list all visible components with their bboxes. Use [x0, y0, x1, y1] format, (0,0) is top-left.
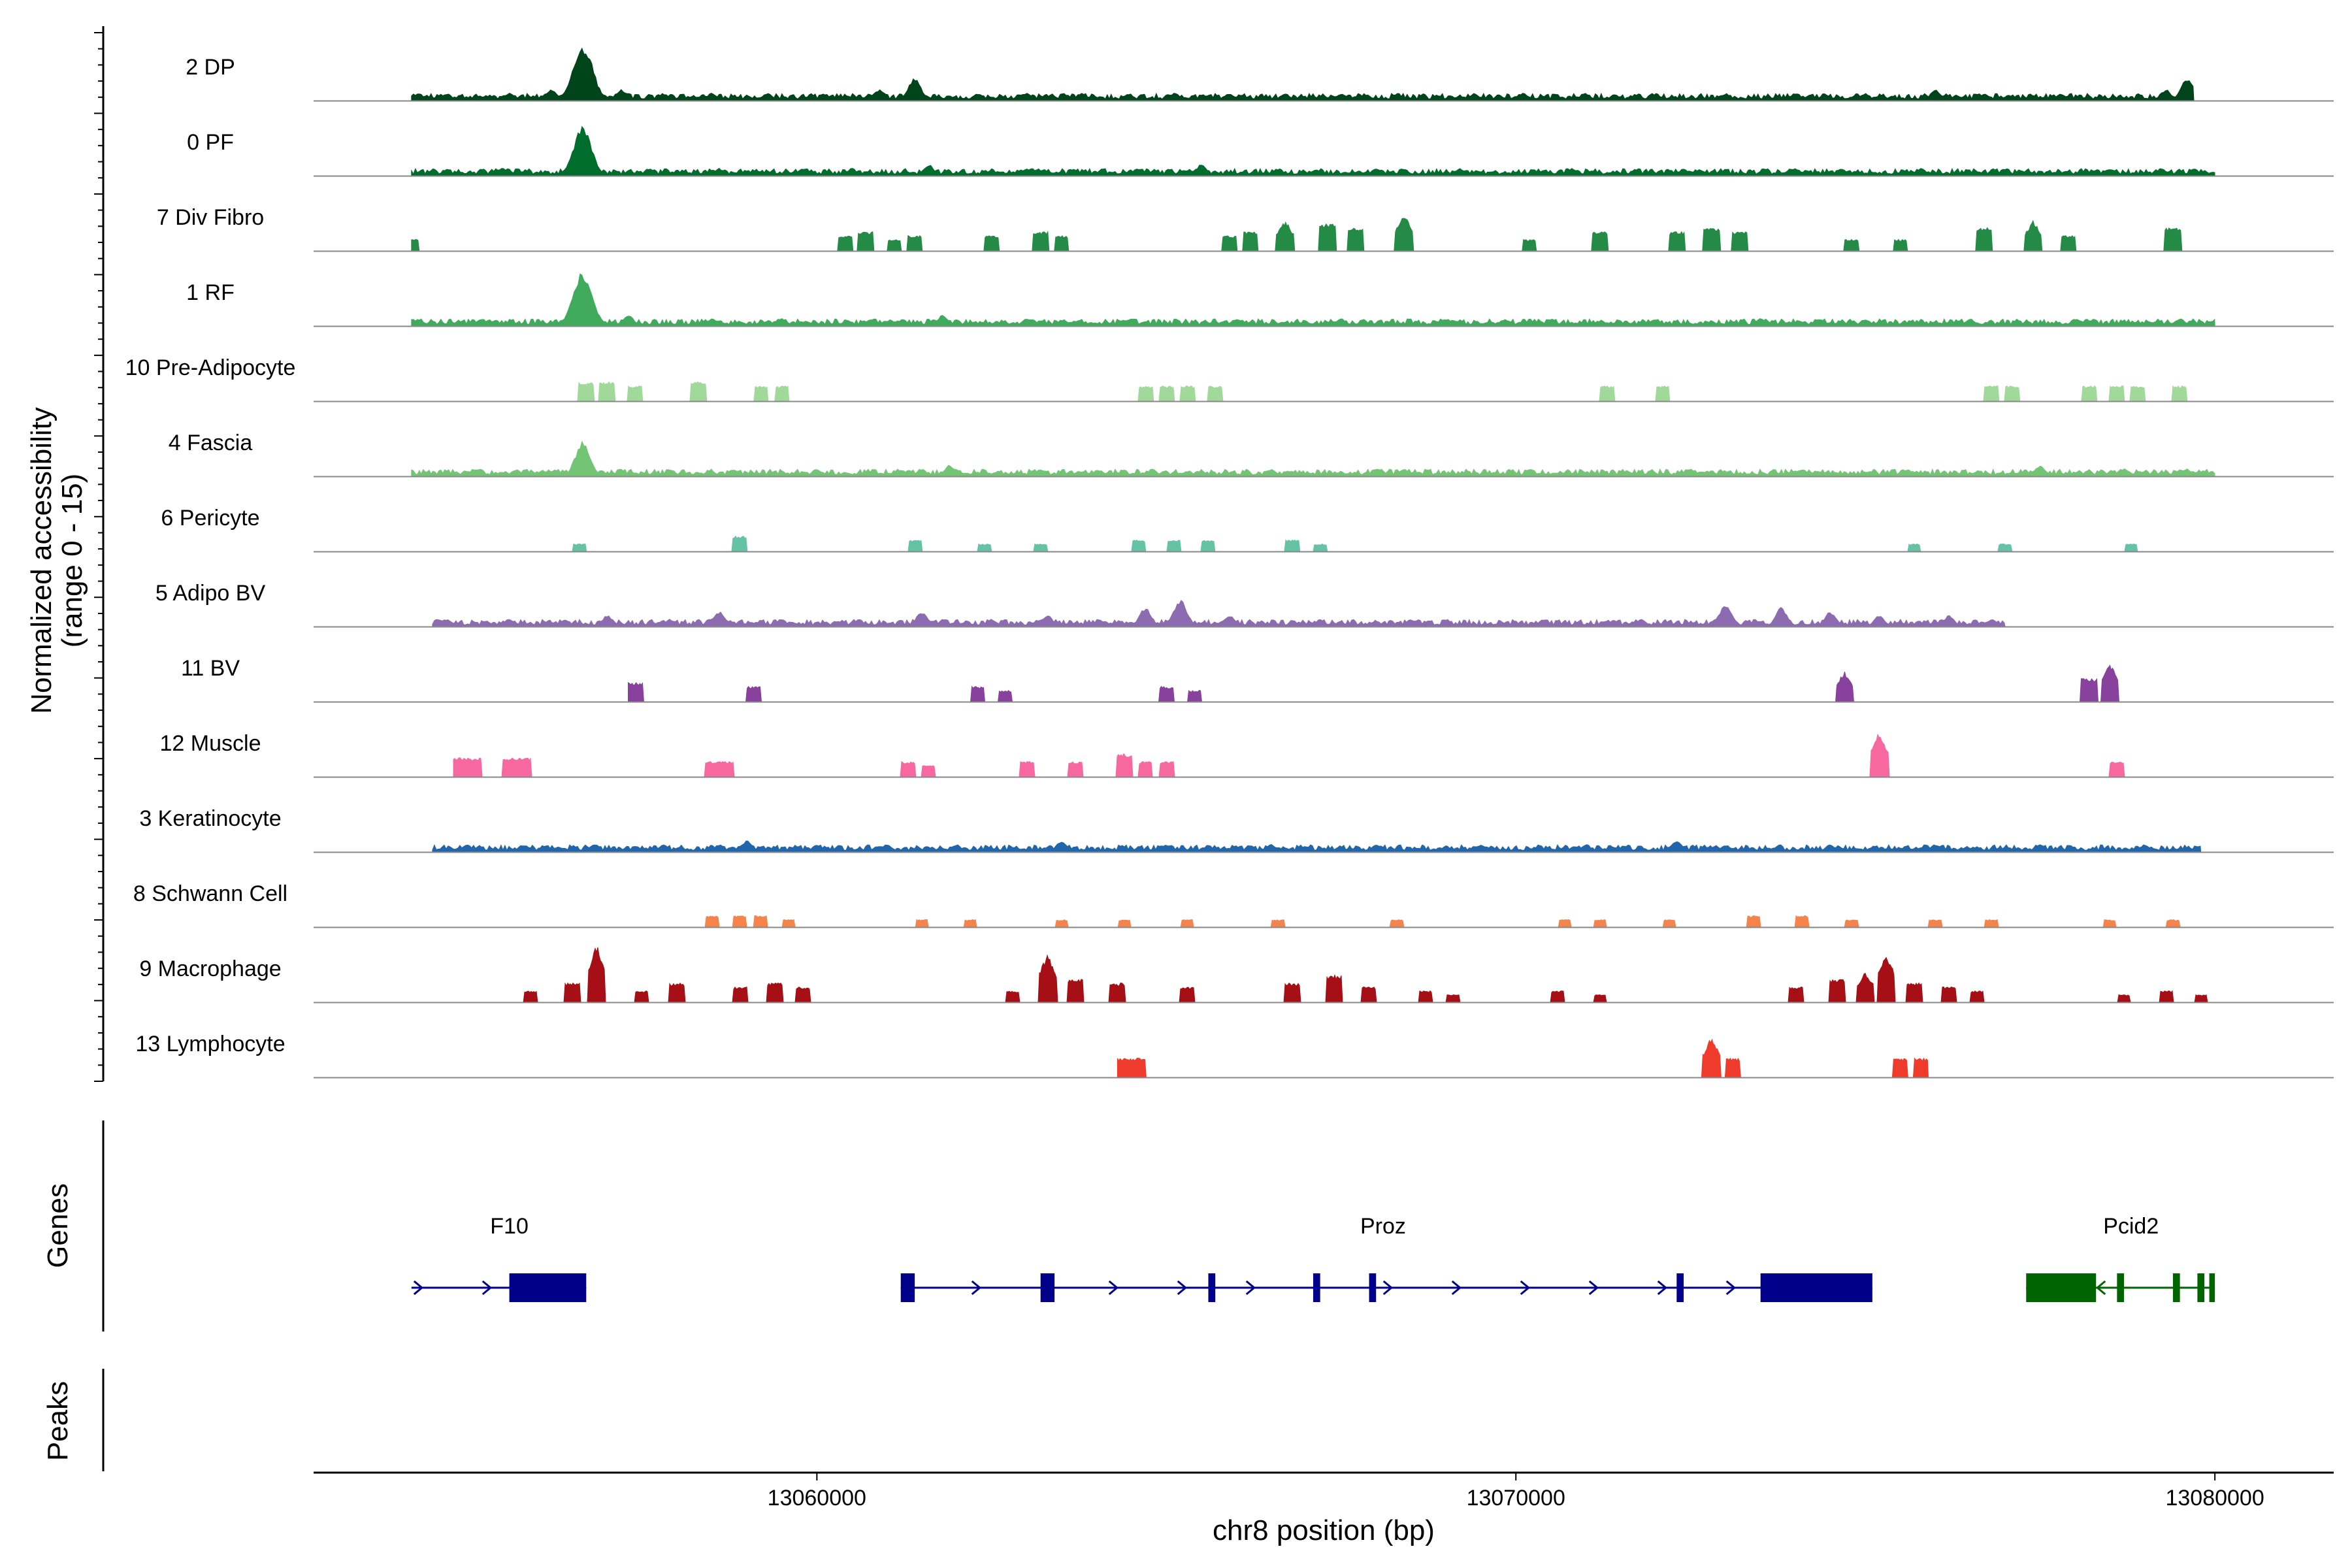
track-label: 4 Fascia [169, 431, 253, 455]
coverage-area [411, 273, 2215, 327]
coverage-area [411, 47, 2195, 101]
x-tick-label: 13070000 [1467, 1486, 1565, 1511]
strand-arrow-icon [482, 1280, 493, 1296]
y-axis-title-line2: (range 0 - 15) [56, 474, 88, 648]
gene-exon [1676, 1273, 1684, 1302]
coverage-area [432, 600, 2006, 627]
coverage-area [572, 535, 2180, 552]
strand-arrow-icon [1245, 1280, 1256, 1296]
strand-arrow-icon [1520, 1280, 1531, 1296]
gene-proz: Proz [900, 1214, 1872, 1302]
coverage-area [523, 947, 2215, 1003]
strand-arrow-icon [1108, 1280, 1119, 1296]
strand-arrow-icon [1382, 1280, 1394, 1296]
track-label: 9 Macrophage [139, 956, 281, 981]
gene-annotation-track: F10 Proz Pcid2 [411, 1214, 2215, 1302]
gene-exon [2117, 1273, 2125, 1302]
track-0: 2 DP [186, 47, 2334, 102]
strand-arrow-icon [1725, 1280, 1737, 1296]
track-1: 0 PF [187, 125, 2334, 177]
strand-arrow-icon [1657, 1280, 1668, 1296]
peaks-panel-title: Peaks [42, 1381, 74, 1461]
gene-label: Proz [1360, 1214, 1406, 1239]
x-axis-ticks: 13060000 13070000 13080000 [768, 1473, 2264, 1511]
track-label: 1 RF [186, 280, 235, 305]
coverage-area [1117, 1038, 1929, 1078]
gene-exon [1760, 1273, 1872, 1302]
gene-exon [2209, 1273, 2215, 1302]
track-label: 11 BV [181, 656, 240, 681]
track-8: 11 BV [181, 656, 2334, 703]
coverage-area [704, 915, 2187, 928]
track-label: 12 Muscle [160, 731, 261, 756]
track-label: 8 Schwann Cell [133, 881, 287, 906]
track-label: 6 Pericyte [161, 506, 259, 531]
strand-arrow-icon [1451, 1280, 1462, 1296]
track-10: 3 Keratinocyte [139, 806, 2334, 853]
coverage-area [572, 381, 2215, 402]
strand-arrow-icon [2095, 1280, 2106, 1296]
y-axis-title-line1: Normalized accessibility [25, 407, 57, 713]
strand-arrow-icon [1588, 1280, 1599, 1296]
track-5: 4 Fascia [169, 431, 2334, 478]
track-label: 3 Keratinocyte [139, 806, 281, 831]
track-label: 10 Pre-Adipocyte [125, 355, 296, 380]
gene-exon [1369, 1273, 1377, 1302]
gene-exon [1040, 1273, 1055, 1302]
track-label: 5 Adipo BV [155, 581, 266, 606]
x-axis-title: chr8 position (bp) [1213, 1514, 1435, 1546]
track-9: 12 Muscle [160, 731, 2334, 778]
x-tick-label: 13080000 [2165, 1486, 2264, 1511]
gene-exon [509, 1273, 587, 1302]
coverage-area [432, 840, 2202, 853]
gene-exon [2197, 1273, 2205, 1302]
gene-exon [2172, 1273, 2180, 1302]
x-tick-label: 13060000 [768, 1486, 866, 1511]
gene-label: Pcid2 [2103, 1214, 2159, 1239]
track-12: 9 Macrophage [139, 947, 2334, 1004]
track-11: 8 Schwann Cell [133, 881, 2334, 928]
track-4: 10 Pre-Adipocyte [125, 355, 2334, 402]
track-6: 6 Pericyte [161, 506, 2334, 553]
gene-f10: F10 [411, 1214, 587, 1302]
gene-exon [1313, 1273, 1320, 1302]
strand-arrow-icon [413, 1280, 424, 1296]
track-label: 0 PF [187, 130, 234, 155]
coverage-area [453, 733, 2138, 777]
track-3: 1 RF [186, 273, 2334, 327]
track-label: 2 DP [186, 55, 235, 80]
coverage-tracks: 2 DP 0 PF 7 Div Fibro 1 RF 10 Pre-Adipocyte 4… [125, 47, 2334, 1079]
strand-arrow-icon [1177, 1280, 1188, 1296]
gene-exon [900, 1273, 915, 1302]
track-label: 13 Lymphocyte [135, 1032, 285, 1056]
gene-label: F10 [490, 1214, 529, 1239]
coverage-area [411, 440, 2215, 477]
track-label: 7 Div Fibro [157, 205, 264, 230]
track-7: 5 Adipo BV [155, 581, 2334, 628]
coverage-area [411, 218, 2215, 252]
track-2: 7 Div Fibro [157, 205, 2334, 252]
y-axis [94, 26, 105, 1082]
coverage-area [628, 664, 2124, 702]
gene-exon [1208, 1273, 1216, 1302]
coverage-area [411, 125, 2215, 176]
gene-pcid2: Pcid2 [2026, 1214, 2215, 1302]
genes-panel-title: Genes [42, 1183, 74, 1268]
track-13: 13 Lymphocyte [135, 1032, 2334, 1079]
gene-exon [2026, 1273, 2097, 1302]
strand-arrow-icon [971, 1280, 982, 1296]
